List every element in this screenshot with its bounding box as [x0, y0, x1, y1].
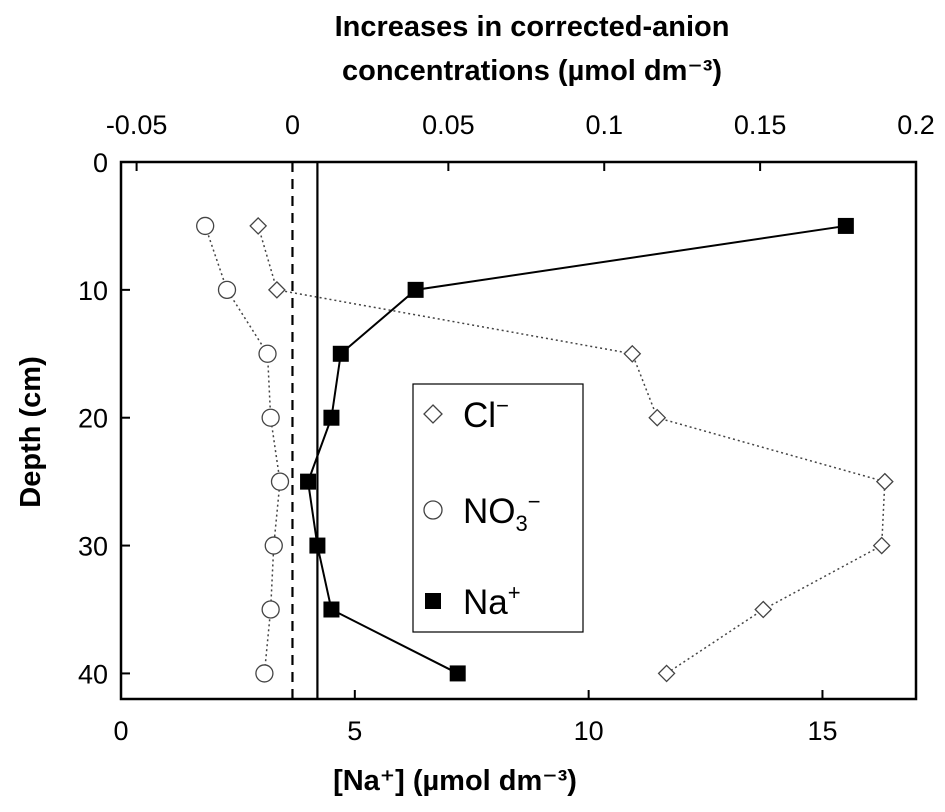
bottom-tick-label: 0	[113, 716, 128, 746]
top-axis-ticks: -0.05 0 0.05 0.1 0.15 0.2	[106, 110, 935, 171]
y-tick-label: 30	[78, 532, 108, 562]
data-point-diamond	[648, 408, 667, 427]
bottom-tick-label: 10	[574, 716, 604, 746]
y-axis-ticks: 0 10 20 30 40	[78, 148, 130, 689]
data-point-square	[837, 217, 854, 234]
data-point-square	[323, 409, 340, 426]
legend-entry-cl: Cl−	[423, 393, 509, 435]
data-point-diamond	[754, 600, 773, 619]
bottom-tick-label: 5	[347, 716, 362, 746]
data-point-square	[332, 345, 349, 362]
bottom-axis-title: [Na⁺] (µmol dm⁻³)	[333, 765, 577, 797]
reference-lines	[291, 162, 319, 699]
data-point-circle	[258, 344, 277, 363]
y-tick-label: 20	[78, 404, 108, 434]
legend-diamond-marker	[423, 404, 443, 424]
y-tick-label: 10	[78, 276, 108, 306]
data-point-circle	[196, 216, 215, 236]
top-tick-label: 0.15	[734, 110, 787, 140]
top-tick-label: 0.05	[422, 110, 475, 140]
top-tick-label: 0	[285, 110, 300, 140]
data-point-circle	[261, 408, 280, 427]
series-na	[300, 217, 854, 682]
data-point-diamond	[249, 217, 268, 235]
data-point-square	[407, 281, 424, 298]
top-axis-title-line2: concentrations (µmol dm⁻³)	[342, 55, 722, 87]
top-tick-label: 0.2	[897, 110, 935, 140]
y-axis-title: Depth (cm)	[15, 356, 47, 507]
legend: Cl− NO3− Na+	[412, 383, 584, 633]
data-point-circle	[217, 280, 237, 300]
data-point-square	[323, 601, 340, 618]
legend-label-cl: Cl−	[463, 393, 509, 435]
data-point-circle	[255, 664, 274, 683]
bottom-axis-ticks: 0 5 10 15	[113, 690, 837, 746]
legend-square-marker	[425, 593, 441, 609]
data-point-diamond	[657, 664, 676, 683]
top-axis-title-line1: Increases in corrected-anion	[335, 11, 730, 43]
data-point-circle	[264, 536, 283, 555]
series-line	[307, 224, 846, 675]
series-line	[257, 225, 886, 675]
plot-frame	[119, 160, 918, 701]
legend-label-no3: NO3−	[463, 489, 541, 536]
y-tick-label: 40	[78, 659, 108, 689]
legend-entry-no3: NO3−	[423, 489, 541, 536]
series-layer	[196, 216, 894, 683]
data-point-diamond	[623, 344, 642, 363]
data-point-diamond	[875, 472, 894, 491]
series-no3	[196, 216, 290, 683]
data-point-square	[300, 473, 317, 490]
data-point-square	[309, 537, 326, 554]
data-point-circle	[270, 472, 290, 491]
legend-label-na: Na+	[463, 580, 521, 622]
data-point-diamond	[267, 280, 286, 299]
series-line	[204, 225, 281, 674]
bottom-tick-label: 15	[807, 716, 837, 746]
legend-entry-na: Na+	[425, 580, 521, 622]
top-tick-label: -0.05	[106, 110, 168, 140]
data-point-square	[449, 665, 466, 682]
top-tick-label: 0.1	[585, 110, 623, 140]
series-cl	[249, 217, 894, 683]
data-point-circle	[261, 600, 280, 619]
legend-circle-marker	[423, 500, 443, 520]
y-tick-label: 0	[93, 148, 108, 178]
data-point-diamond	[872, 536, 891, 555]
